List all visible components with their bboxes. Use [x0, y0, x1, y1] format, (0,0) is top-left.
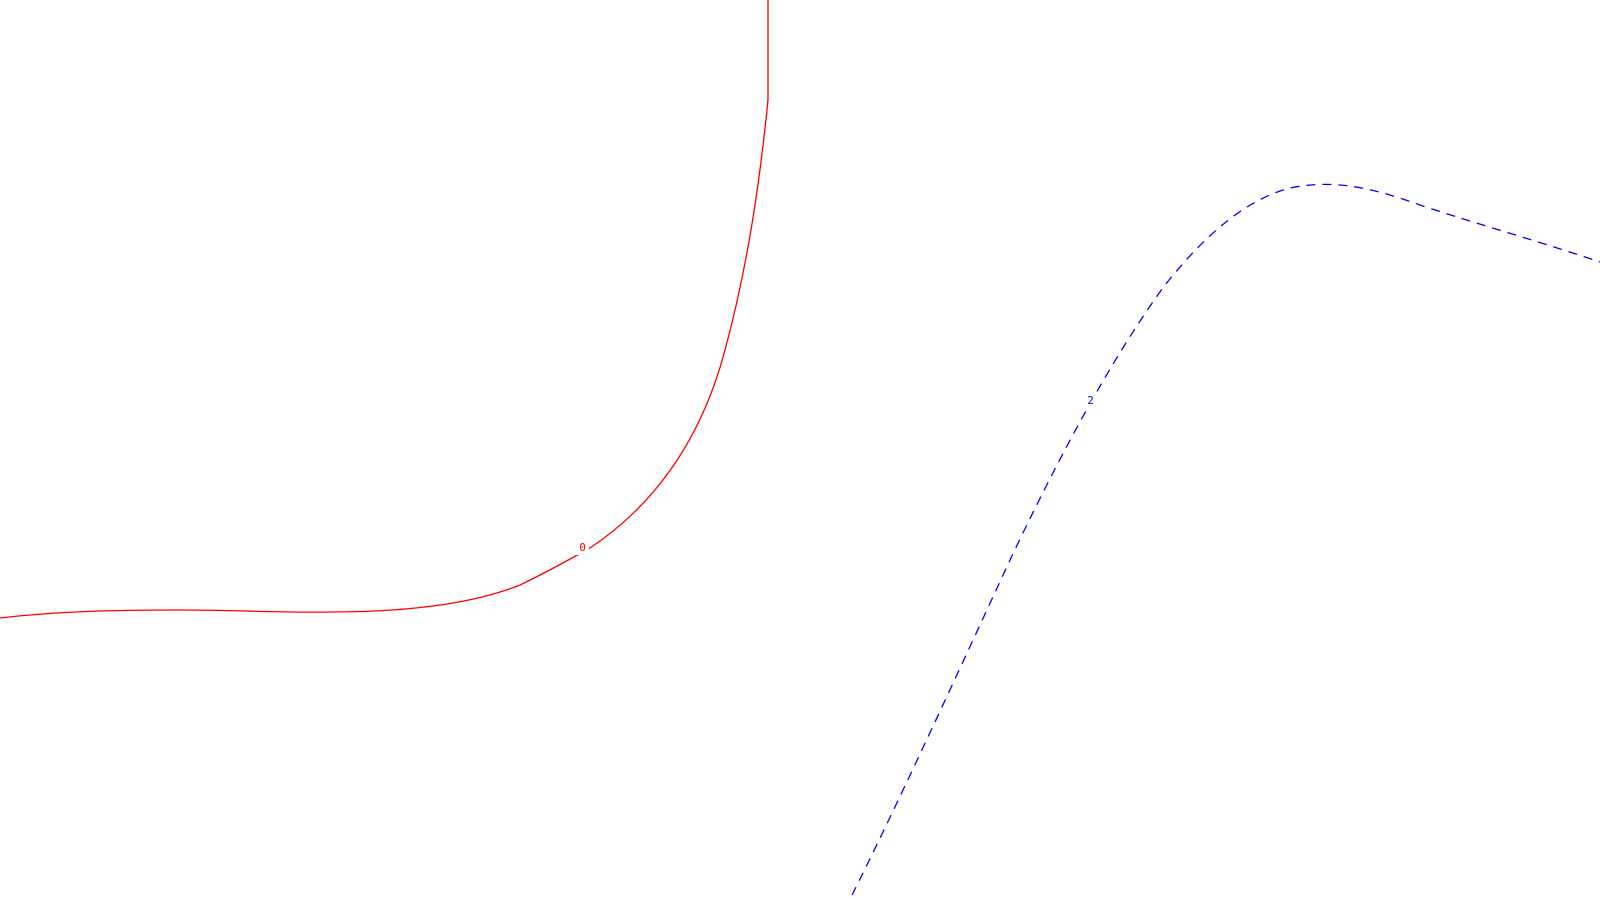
contour-label-2: 2: [1087, 394, 1094, 407]
contour-label-2-mask: [1084, 392, 1097, 408]
contour-label-0-mask: [576, 539, 589, 555]
contour-line-0: [0, 0, 769, 619]
contour-line-2: [851, 183, 1600, 896]
contour-label-0: 0: [579, 541, 586, 554]
